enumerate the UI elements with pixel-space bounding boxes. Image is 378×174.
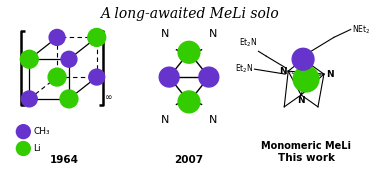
Circle shape — [178, 41, 200, 63]
Circle shape — [21, 91, 37, 107]
Circle shape — [20, 50, 38, 68]
Text: Li: Li — [33, 144, 41, 153]
Circle shape — [16, 125, 30, 139]
Circle shape — [16, 142, 30, 155]
Text: N: N — [326, 70, 333, 79]
Circle shape — [199, 67, 219, 87]
Text: $\infty$: $\infty$ — [104, 93, 112, 102]
Text: N: N — [161, 115, 169, 125]
Text: 2007: 2007 — [174, 155, 204, 165]
Text: NEt$_2$: NEt$_2$ — [352, 23, 370, 36]
Text: N: N — [209, 115, 217, 125]
Text: N: N — [297, 96, 305, 105]
Circle shape — [49, 29, 65, 45]
Text: This work: This work — [277, 153, 335, 163]
Circle shape — [88, 29, 106, 46]
Text: N: N — [161, 29, 169, 39]
Circle shape — [293, 66, 319, 92]
Circle shape — [60, 90, 78, 108]
Text: CH₃: CH₃ — [33, 127, 50, 136]
Circle shape — [159, 67, 179, 87]
Text: Monomeric MeLi: Monomeric MeLi — [261, 141, 351, 152]
Circle shape — [48, 68, 66, 86]
Text: Et$_2$N: Et$_2$N — [239, 37, 257, 49]
Text: 1964: 1964 — [50, 155, 79, 165]
Text: A long-awaited MeLi solo: A long-awaited MeLi solo — [100, 7, 278, 21]
Text: Et$_2$N: Et$_2$N — [235, 63, 254, 75]
Circle shape — [61, 51, 77, 67]
Circle shape — [89, 69, 105, 85]
Circle shape — [178, 91, 200, 113]
Circle shape — [292, 48, 314, 70]
Text: N: N — [280, 67, 287, 76]
Text: N: N — [209, 29, 217, 39]
